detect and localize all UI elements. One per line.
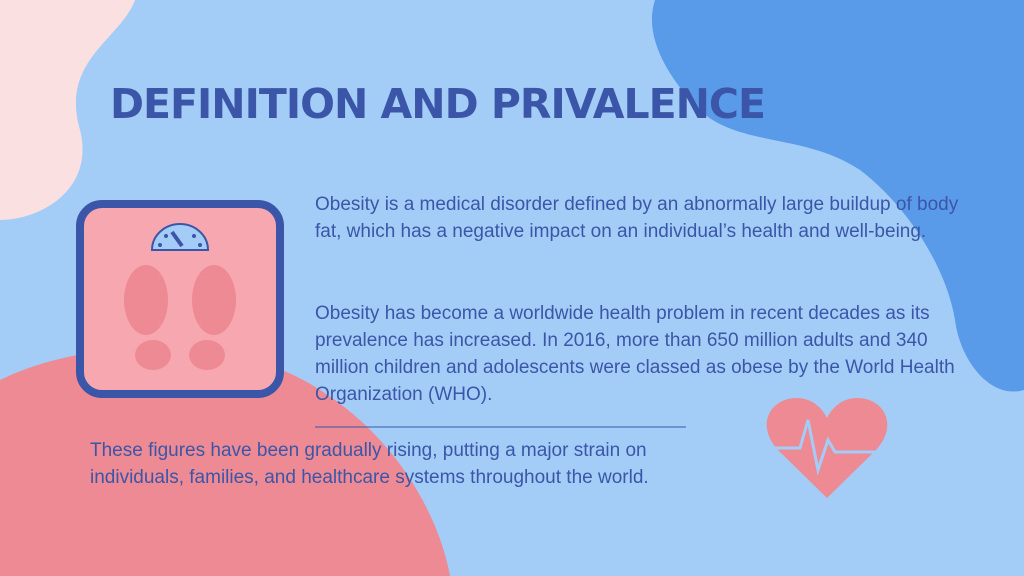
blue-blob [651,0,1024,392]
pink-blob [0,0,135,220]
heart-icon [766,398,888,498]
scale-icon [76,200,284,398]
slide-title: DEFINITION AND PRIVALENCE [110,80,766,128]
paragraph: Obesity has become a worldwide health pr… [315,303,955,405]
coral-blob [0,347,450,576]
paragraph: These figures have been gradually rising… [90,440,649,488]
paragraph: Obesity is a medical disorder defined by… [315,194,959,242]
